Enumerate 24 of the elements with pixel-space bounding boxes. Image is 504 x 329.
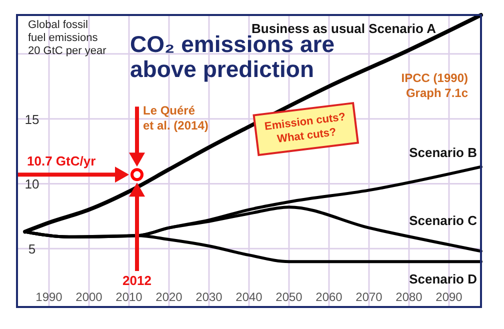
x-tick-label: 2020 (156, 290, 183, 304)
series-label: Scenario C (409, 213, 478, 228)
annotation: 2012 (122, 273, 152, 288)
annotation: IPCC (1990) Graph 7.1c (401, 71, 468, 100)
x-tick-label: 2000 (76, 290, 103, 304)
annotation: Le Quéré et al. (2014) (143, 104, 208, 133)
x-tick-label: 2030 (196, 290, 223, 304)
annotation: 10.7 GtC/yr (27, 154, 96, 169)
series-label: Scenario B (409, 144, 477, 160)
x-tick-label: 2060 (316, 290, 343, 304)
x-tick-label: 2050 (276, 290, 303, 304)
x-tick-label: 2040 (236, 290, 263, 304)
y-tick-label: 15 (24, 112, 40, 127)
x-tick-label: 2090 (436, 290, 463, 304)
annotation: Emission cuts? What cuts? (264, 111, 346, 146)
series-label: Scenario D (409, 272, 477, 287)
x-tick-label: 2080 (396, 290, 423, 304)
x-tick-label: 2070 (356, 290, 383, 304)
series-label: Business as usual Scenario A (252, 21, 437, 36)
x-tick-label: 2010 (116, 290, 143, 304)
x-tick-label: 1990 (36, 290, 63, 304)
y-tick-label: 10 (24, 176, 40, 192)
y-axis-title: Global fossil fuel emissions 20 GtC per year (28, 19, 107, 57)
y-tick-label: 5 (28, 242, 36, 257)
